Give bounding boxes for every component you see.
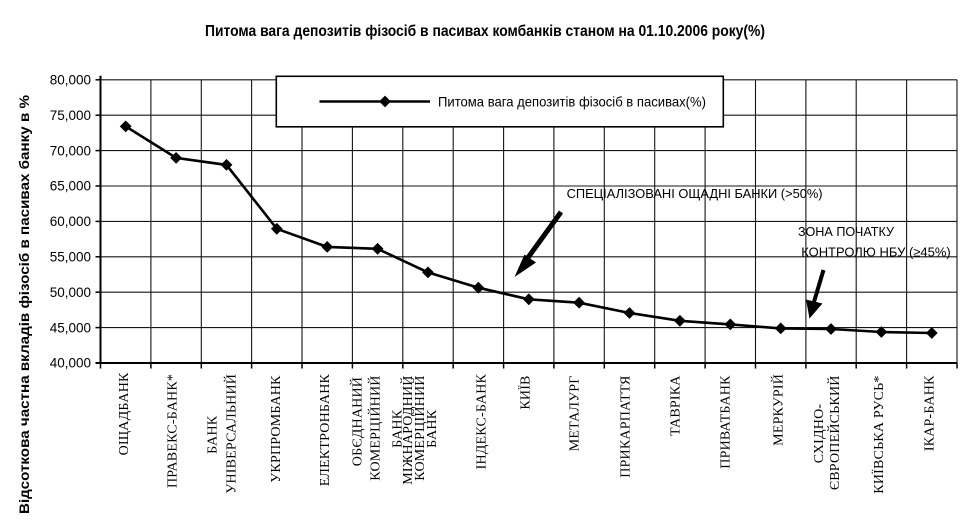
svg-text:КОМЕРЦІЙНИЙ: КОМЕРЦІЙНИЙ (411, 375, 428, 480)
svg-text:40,000: 40,000 (50, 356, 91, 371)
svg-text:ОЩАДБАНК: ОЩАДБАНК (117, 372, 132, 455)
svg-text:МІЖНАРОДНИЙ: МІЖНАРОДНИЙ (399, 375, 416, 484)
svg-text:70,000: 70,000 (50, 143, 91, 158)
svg-text:75,000: 75,000 (50, 108, 91, 123)
svg-text:55,000: 55,000 (50, 250, 91, 265)
svg-text:КИЇВ: КИЇВ (517, 375, 534, 409)
svg-text:Питома вага депозитів фізосіб: Питома вага депозитів фізосіб в пасивах … (205, 23, 765, 40)
svg-text:65,000: 65,000 (50, 179, 91, 194)
svg-text:60,000: 60,000 (50, 214, 91, 229)
svg-text:ОБЄДНАНИЙ: ОБЄДНАНИЙ (348, 377, 365, 466)
svg-text:ТАВРІКА: ТАВРІКА (668, 375, 683, 436)
svg-text:ЄВРОПЕЙСЬКИЙ: ЄВРОПЕЙСЬКИЙ (826, 375, 843, 490)
svg-text:КИЇВСЬКА РУСЬ*: КИЇВСЬКА РУСЬ* (870, 375, 887, 493)
svg-text:Відсоткова частна вкладів фізо: Відсоткова частна вкладів фізосіб в паси… (16, 94, 32, 514)
svg-text:МЕРКУРІЙ: МЕРКУРІЙ (769, 374, 786, 446)
svg-text:СХІДНО-: СХІДНО- (812, 404, 827, 464)
svg-text:Питома вага депозитів фізосіб: Питома вага депозитів фізосіб в пасивах(… (438, 94, 706, 110)
svg-text:ІНДЕКС-БАНК: ІНДЕКС-БАНК (475, 373, 490, 469)
svg-text:МЕТАЛУРГ: МЕТАЛУРГ (568, 375, 583, 451)
svg-text:УНІВЕРСАЛЬНИЙ: УНІВЕРСАЛЬНИЙ (222, 374, 239, 494)
svg-text:БАНК: БАНК (206, 415, 221, 454)
svg-text:45,000: 45,000 (50, 320, 91, 335)
svg-text:КОМЕРЦІЙНИЙ: КОМЕРЦІЙНИЙ (366, 375, 383, 480)
svg-text:БАНК: БАНК (390, 409, 405, 448)
svg-text:КОНТРОЛЮ НБУ (≥45%): КОНТРОЛЮ НБУ (≥45%) (801, 245, 951, 260)
svg-text:ІКАР-БАНК: ІКАР-БАНК (923, 375, 938, 451)
svg-text:ПРИВАТБАНК: ПРИВАТБАНК (718, 375, 733, 469)
svg-text:ПРИКАРПАТТЯ: ПРИКАРПАТТЯ (618, 375, 633, 477)
svg-text:50,000: 50,000 (50, 285, 91, 300)
svg-text:80,000: 80,000 (50, 73, 91, 88)
svg-text:ЗОНА ПОЧАТКУ: ЗОНА ПОЧАТКУ (798, 224, 895, 239)
svg-text:СПЕЦІАЛІЗОВАНІ ОЩАДНІ БАНКИ (>: СПЕЦІАЛІЗОВАНІ ОЩАДНІ БАНКИ (>50%) (567, 186, 823, 201)
svg-text:ПРАВЕКС-БАНК*: ПРАВЕКС-БАНК* (165, 374, 180, 488)
svg-text:УКРПРОМБАНК: УКРПРОМБАНК (269, 375, 284, 483)
svg-text:БАНК: БАНК (425, 409, 440, 448)
svg-text:ЕЛЕКТРОНБАНК: ЕЛЕКТРОНБАНК (318, 373, 333, 486)
